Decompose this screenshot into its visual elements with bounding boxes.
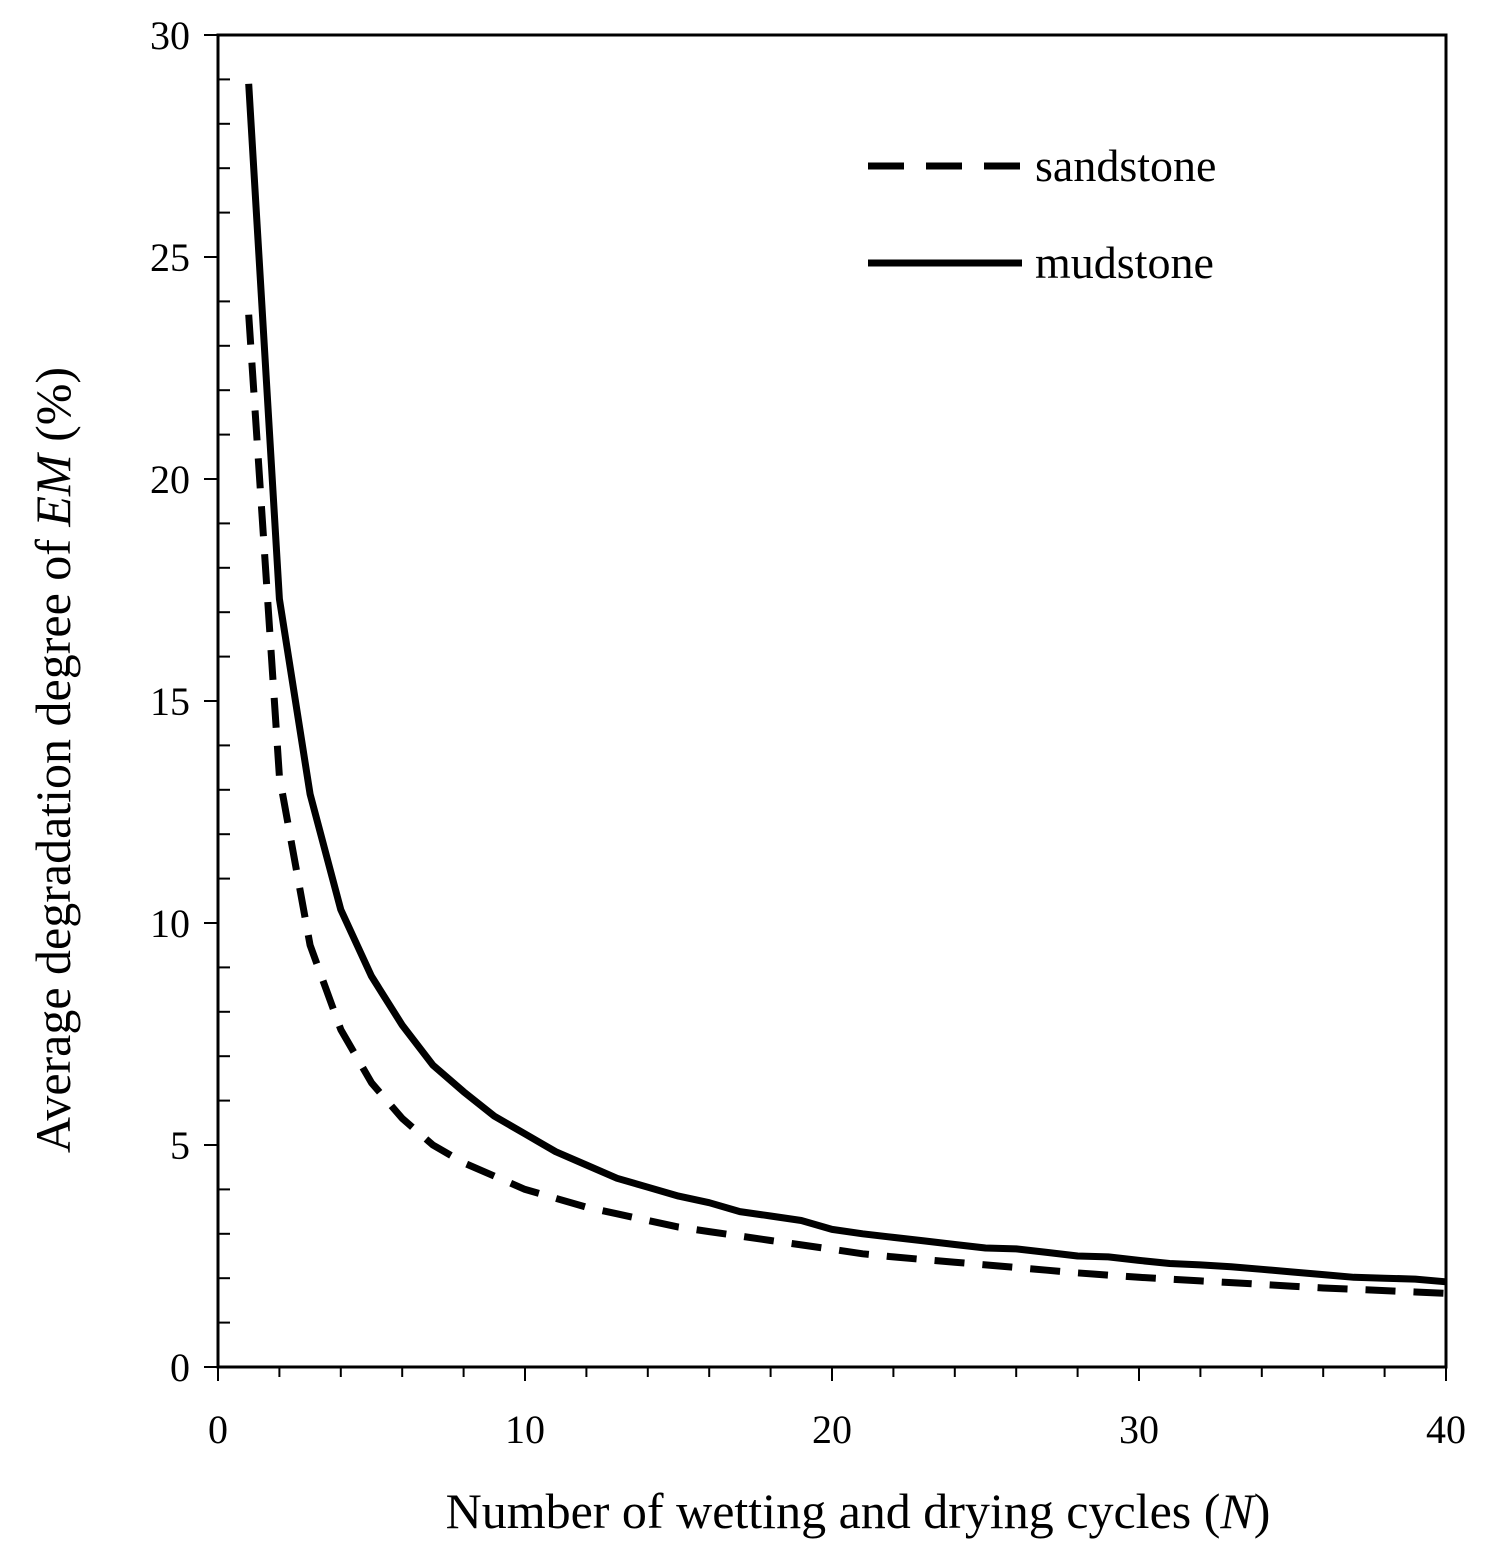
y-tick-label: 10 [150,901,190,946]
y-tick-labels: 0 5 10 15 20 25 30 [150,13,190,1390]
major-ticks [204,34,1447,1381]
x-tick-label: 40 [1426,1407,1466,1452]
x-tick-label: 10 [505,1407,545,1452]
y-tick-label: 15 [150,679,190,724]
x-tick-label: 30 [1119,1407,1159,1452]
y-tick-label: 0 [170,1345,190,1390]
y-tick-label: 30 [150,13,190,58]
series-line-sandstone [245,314,1447,1297]
y-axis-title-italic: EM [25,452,81,528]
x-axis-title: Number of wetting and drying cycles (N) [446,1483,1271,1539]
x-tick-label: 0 [208,1407,228,1452]
y-tick-label: 20 [150,457,190,502]
x-axis-title-suffix: ) [1254,1483,1271,1539]
y-axis-title: Average degradation degree of EM (%) [25,367,81,1153]
x-axis-title-prefix: Number of wetting and drying cycles ( [446,1483,1221,1539]
minor-ticks [218,78,1386,1377]
plot-frame [216,33,1448,1369]
x-tick-label: 20 [812,1407,852,1452]
y-tick-label: 25 [150,235,190,280]
x-tick-labels: 0 10 20 30 40 [208,1407,1466,1452]
series-lines [245,83,1447,1297]
legend-label-mudstone: mudstone [1035,237,1214,288]
legend-label-sandstone: sandstone [1035,140,1216,191]
series-line-mudstone [245,83,1447,1286]
y-axis-title-prefix: Average degradation degree of [25,527,81,1154]
y-tick-label: 5 [170,1123,190,1168]
x-axis-title-italic: N [1219,1483,1256,1539]
legend: sandstone mudstone [868,140,1216,288]
y-axis-title-suffix: (%) [25,367,81,454]
